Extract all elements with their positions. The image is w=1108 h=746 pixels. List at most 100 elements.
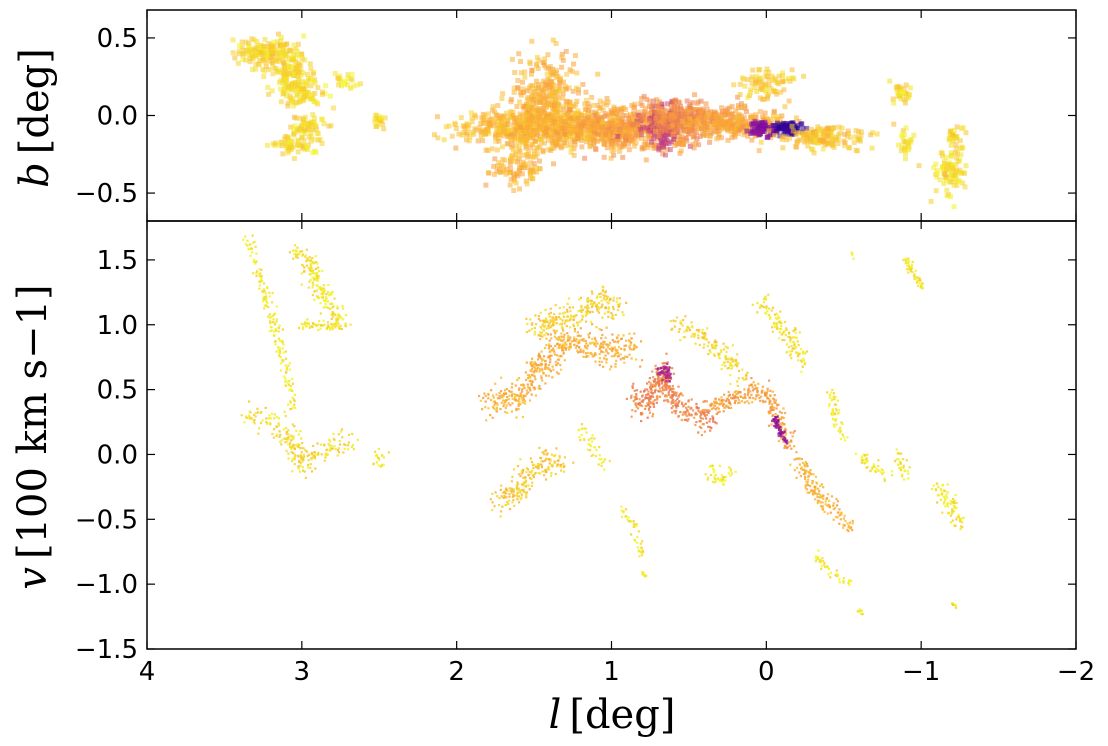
top-point-c8-162 xyxy=(495,103,501,108)
top-point-c11-332 xyxy=(725,137,731,143)
bottom-point-t2-5 xyxy=(317,329,320,332)
top-point-c4-54 xyxy=(287,145,293,151)
top-point-c8-297 xyxy=(534,95,540,101)
top-point-c11-351 xyxy=(623,136,629,142)
top-point-c10-91 xyxy=(530,176,536,181)
top-point-c18-77 xyxy=(754,89,760,94)
top-point-c0-150 xyxy=(261,44,267,50)
top-point-c18-14 xyxy=(754,76,760,82)
top-point-c13-227 xyxy=(703,101,709,107)
top-point-c0-120 xyxy=(273,47,279,53)
bottom-point-t0-45 xyxy=(278,339,282,342)
top-point-c18-79 xyxy=(748,87,754,93)
bottom-point-t0-12 xyxy=(269,317,272,320)
bottom-point-t3-204 xyxy=(253,413,256,416)
bottom-point-t5-463 xyxy=(627,339,631,342)
bottom-point-t3-177 xyxy=(313,451,316,454)
top-point-c8-243 xyxy=(545,52,551,58)
bottom-point-t5-162 xyxy=(586,351,589,354)
top-point-c16-68 xyxy=(779,121,785,127)
bottom-point-t1-142 xyxy=(342,318,345,321)
top-point-c13-190 xyxy=(675,104,681,110)
top-point-c18-74 xyxy=(747,90,753,96)
top-point-c10-82 xyxy=(508,176,514,182)
top-point-c22-19 xyxy=(953,142,959,148)
bottom-point-t3-182 xyxy=(277,417,280,420)
bottom-point-t5-510 xyxy=(532,386,535,389)
bottom-point-t7-197 xyxy=(644,405,648,408)
bottom-point-t1-169 xyxy=(307,286,310,289)
top-point-c11-68 xyxy=(619,109,624,115)
bottom-point-t1-154 xyxy=(301,253,304,256)
bottom-point-t7-259 xyxy=(662,373,665,376)
top-point-c0-123 xyxy=(301,33,307,39)
top-point-c10-16 xyxy=(510,147,516,153)
top-point-c0-153 xyxy=(252,52,258,58)
top-point-c18-53 xyxy=(740,75,745,81)
bottom-point-t6-141 xyxy=(537,315,541,318)
bottom-point-t5-313 xyxy=(594,345,598,348)
bottom-point-t1-105 xyxy=(333,297,336,300)
top-point-c11-413 xyxy=(601,141,607,146)
bottom-point-t0-23 xyxy=(242,238,245,241)
bottom-point-t0-31 xyxy=(271,291,274,295)
top-point-c17-55 xyxy=(856,129,862,135)
top-point-c11-396 xyxy=(562,131,568,137)
bottom-point-t0-135 xyxy=(290,388,293,391)
bottom-point-t3-205 xyxy=(293,463,296,466)
bottom-point-t3-219 xyxy=(299,447,302,450)
top-point-c9-338 xyxy=(511,131,517,137)
bottom-point-t6-169 xyxy=(586,300,589,303)
top-point-c0-148 xyxy=(236,43,242,49)
bottom-point-t5-89 xyxy=(588,332,591,335)
bottom-point-t3-3 xyxy=(336,454,339,457)
top-point-c14-14 xyxy=(713,110,719,116)
top-point-c14-41 xyxy=(749,137,755,143)
bottom-point-t5-84 xyxy=(500,376,503,379)
bottom-point-t5-519 xyxy=(629,343,632,346)
top-point-c22-23 xyxy=(952,134,958,140)
top-point-c13-196 xyxy=(646,110,652,116)
top-point-c18-78 xyxy=(766,91,772,97)
bottom-point-t6-193 xyxy=(586,310,589,313)
bottom-point-t5-114 xyxy=(487,397,490,400)
top-point-c9-414 xyxy=(545,116,551,122)
bottom-point-t4-17 xyxy=(374,454,377,457)
bottom-point-t5-299 xyxy=(531,360,534,363)
top-point-c0-135 xyxy=(273,52,279,58)
bottom-point-t5-117 xyxy=(524,394,527,398)
top-point-c12-78 xyxy=(649,139,655,145)
bottom-point-t0-134 xyxy=(285,380,288,383)
top-point-c8-138 xyxy=(553,67,559,73)
top-point-c11-278 xyxy=(601,113,607,119)
bottom-point-t5-378 xyxy=(519,394,522,397)
top-point-c2-70 xyxy=(285,100,291,106)
bottom-point-t3-201 xyxy=(299,464,302,467)
bottom-point-t1-58 xyxy=(321,296,324,299)
top-point-c17-69 xyxy=(857,137,863,143)
top-point-c9-203 xyxy=(472,126,478,132)
bottom-point-t6-45 xyxy=(590,290,593,293)
top-point-c8-245 xyxy=(518,70,524,76)
top-point-c2-82 xyxy=(307,92,313,98)
top-point-c9-341 xyxy=(517,124,523,130)
bottom-point-t3-214 xyxy=(303,470,306,473)
top-point-c2-52 xyxy=(285,88,291,94)
top-point-c18-62 xyxy=(786,76,792,81)
bottom-point-t3-179 xyxy=(347,441,350,444)
top-point-c14-208 xyxy=(714,124,720,130)
bottom-point-t3-125 xyxy=(290,439,293,442)
bottom-point-t3-114 xyxy=(240,414,243,417)
bottom-point-t5-271 xyxy=(604,336,607,339)
bottom-point-t6-67 xyxy=(568,306,571,309)
bottom-point-t5-508 xyxy=(559,338,562,341)
top-point-c14-219 xyxy=(687,115,693,121)
bottom-point-t6-60 xyxy=(616,309,619,312)
bottom-point-t3-7 xyxy=(340,428,344,431)
bottom-point-t5-414 xyxy=(626,355,629,358)
bottom-point-t3-170 xyxy=(286,440,289,443)
bottom-point-t1-76 xyxy=(325,297,328,300)
top-point-c3-51 xyxy=(291,126,297,132)
bottom-point-t5-509 xyxy=(514,399,517,402)
top-point-c9-352 xyxy=(566,122,572,128)
